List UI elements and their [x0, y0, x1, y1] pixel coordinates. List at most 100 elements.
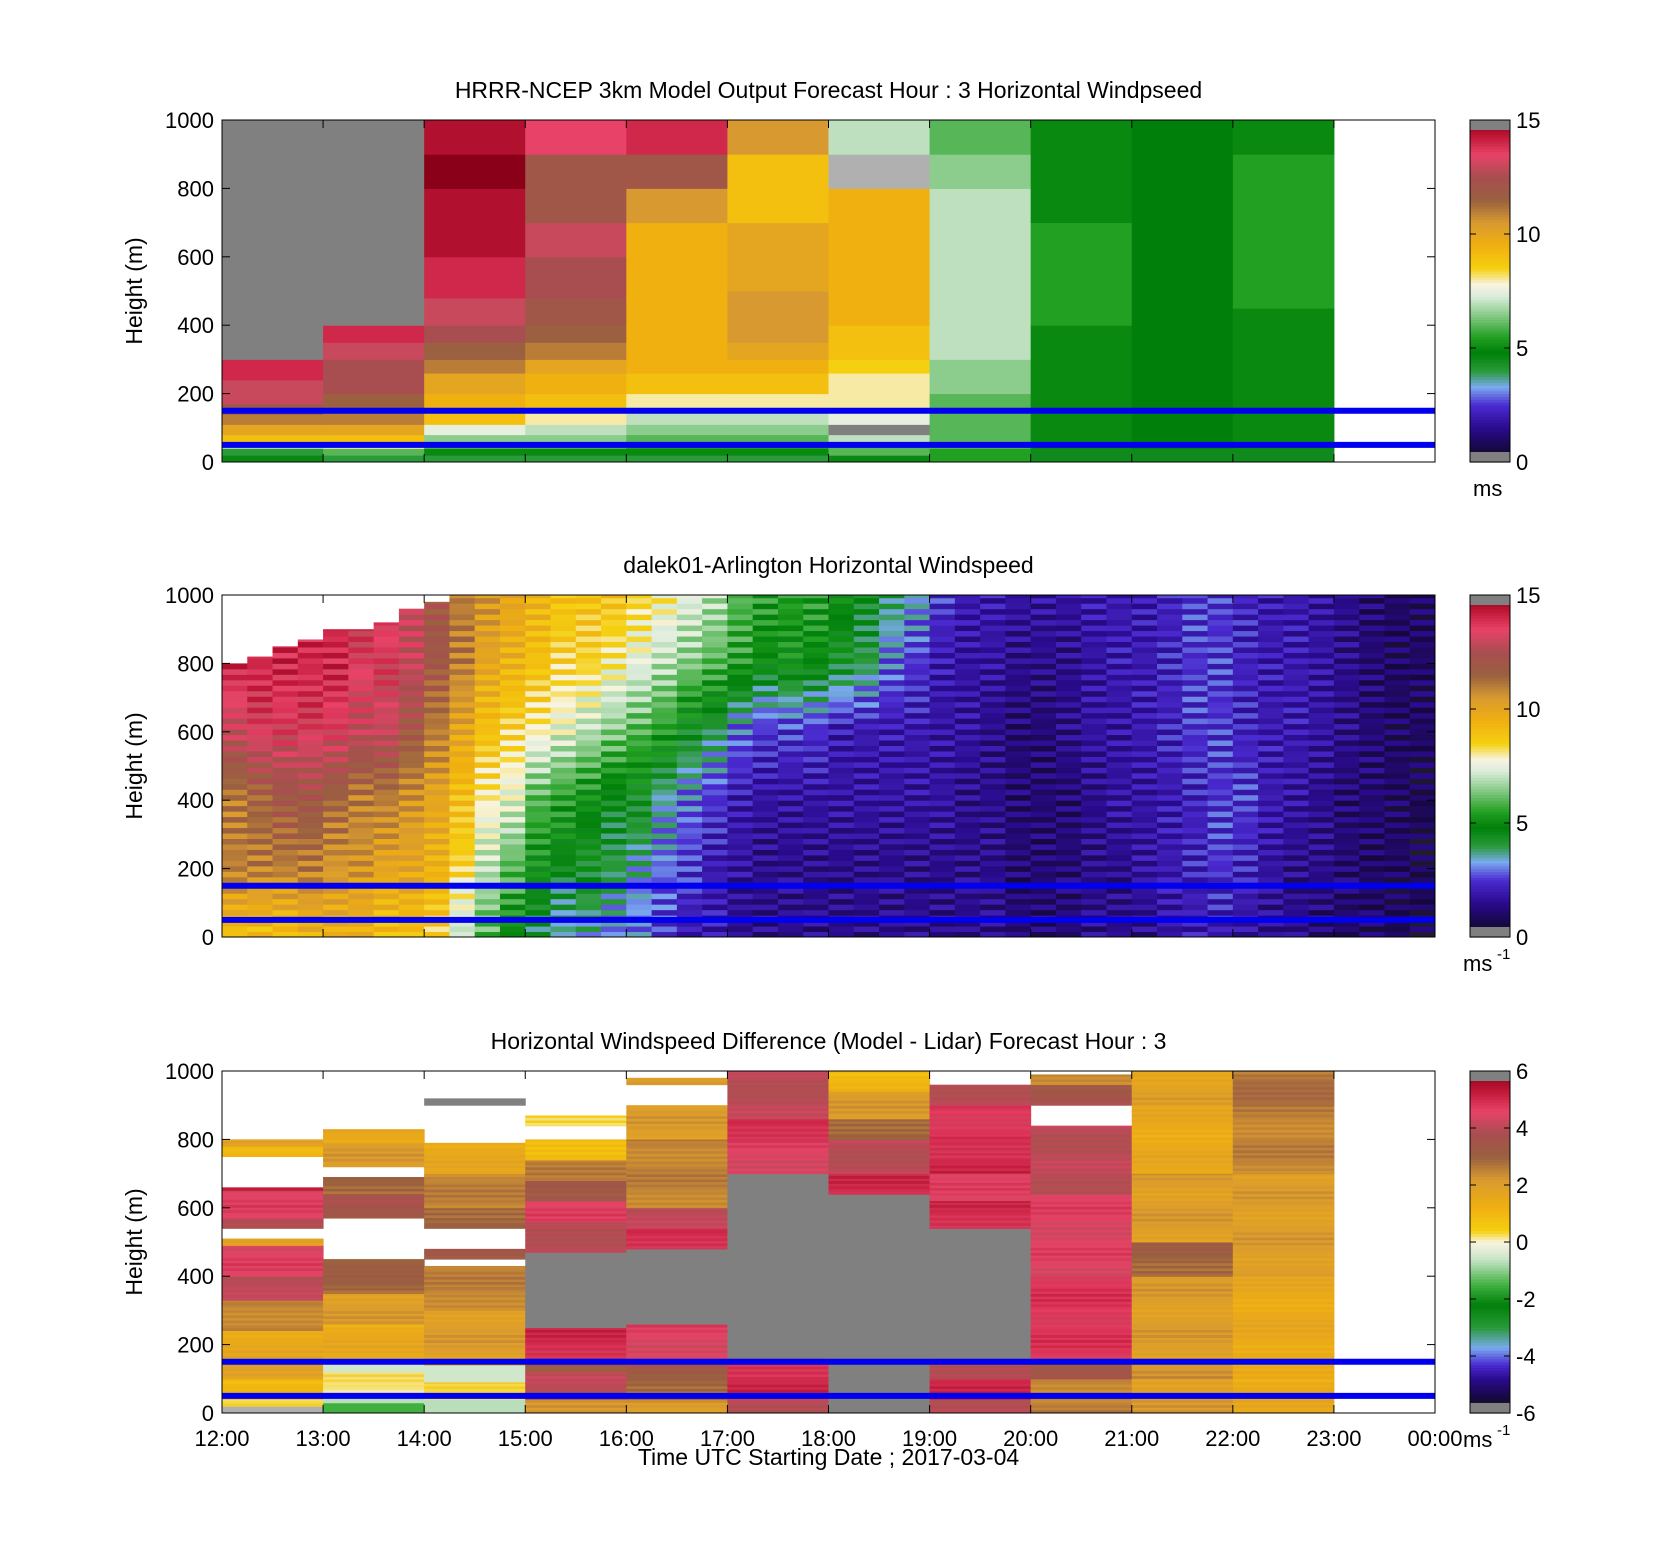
- heatmap-cell: [676, 898, 703, 905]
- heatmap-cell: [626, 931, 653, 937]
- heatmap-cell: [1030, 898, 1057, 905]
- heatmap-cell: [1055, 641, 1082, 648]
- heatmap-cell: [525, 603, 552, 610]
- heatmap-cell: [424, 1248, 526, 1260]
- heatmap-cell: [348, 800, 375, 807]
- y-tick-label: 200: [177, 382, 214, 407]
- heatmap-cell: [904, 871, 931, 878]
- heatmap-cell: [1359, 920, 1385, 927]
- heatmap-cell: [601, 794, 627, 801]
- heatmap-cell: [323, 898, 349, 905]
- heatmap-cell: [803, 756, 829, 763]
- heatmap-cell: [676, 701, 703, 708]
- heatmap-cell: [1055, 674, 1082, 681]
- heatmap-cell: [222, 1399, 324, 1407]
- heatmap-cell: [1333, 701, 1360, 708]
- heatmap-cell: [853, 778, 880, 785]
- heatmap-cell: [222, 805, 248, 812]
- heatmap-cell: [676, 920, 703, 927]
- heatmap-band: [424, 1276, 526, 1280]
- heatmap-cell: [1258, 920, 1284, 927]
- heatmap-cell: [853, 668, 880, 675]
- heatmap-cell: [601, 805, 627, 812]
- heatmap-cell: [222, 767, 248, 774]
- heatmap-cell: [727, 393, 829, 412]
- heatmap-cell: [879, 849, 905, 856]
- heatmap-cell: [1106, 663, 1133, 670]
- heatmap-cell: [879, 843, 905, 850]
- heatmap-cell: [676, 833, 703, 840]
- heatmap-cell: [777, 871, 804, 878]
- heatmap-cell: [904, 636, 931, 643]
- heatmap-cell: [954, 811, 981, 818]
- heatmap-cell: [1106, 849, 1133, 856]
- heatmap-band: [929, 1105, 1031, 1109]
- heatmap-cell: [1157, 811, 1183, 818]
- heatmap-cell: [879, 597, 905, 604]
- heatmap-cell: [1106, 876, 1133, 883]
- heatmap-cell: [1182, 625, 1209, 632]
- heatmap-cell: [1131, 761, 1158, 768]
- heatmap-cell: [1207, 707, 1234, 714]
- heatmap-cell: [1157, 652, 1183, 659]
- heatmap-cell: [752, 696, 779, 703]
- heatmap-band: [323, 1194, 425, 1198]
- heatmap-cell: [323, 909, 349, 916]
- heatmap-cell: [1182, 690, 1209, 697]
- heatmap-cell: [1258, 761, 1284, 768]
- heatmap-cell: [1131, 778, 1158, 785]
- heatmap-band: [1131, 1087, 1233, 1090]
- heatmap-cell: [651, 865, 678, 872]
- heatmap-cell: [323, 745, 349, 752]
- heatmap-cell: [727, 833, 754, 840]
- heatmap-cell: [1207, 816, 1234, 823]
- heatmap-cell: [449, 641, 476, 648]
- heatmap-cell: [373, 860, 400, 867]
- heatmap-cell: [1030, 805, 1057, 812]
- heatmap-band: [929, 1097, 1031, 1101]
- heatmap-cell: [727, 434, 829, 442]
- heatmap-cell: [727, 679, 754, 686]
- heatmap-cell: [1359, 701, 1385, 708]
- heatmap-cell: [1308, 646, 1335, 653]
- heatmap-cell: [1283, 690, 1310, 697]
- heatmap-cell: [373, 865, 400, 872]
- heatmap-cell: [803, 854, 829, 861]
- heatmap-cell: [449, 811, 476, 818]
- heatmap-cell: [777, 690, 804, 697]
- heatmap-cell: [879, 816, 905, 823]
- heatmap-cell: [525, 1221, 627, 1253]
- heatmap-band: [424, 1345, 526, 1349]
- heatmap-cell: [626, 893, 653, 900]
- heatmap-cell: [1005, 854, 1032, 861]
- heatmap-cell: [1308, 690, 1335, 697]
- heatmap-band: [626, 1194, 728, 1198]
- heatmap-cell: [1005, 723, 1032, 730]
- heatmap-cell: [550, 696, 577, 703]
- heatmap-cell: [1106, 931, 1133, 937]
- heatmap-cell: [929, 154, 1032, 189]
- heatmap-cell: [525, 871, 552, 878]
- heatmap-cell: [1030, 663, 1057, 670]
- heatmap-cell: [373, 898, 400, 905]
- heatmap-cell: [1055, 657, 1082, 664]
- heatmap-cell: [575, 652, 602, 659]
- heatmap-cell: [525, 756, 552, 763]
- heatmap-cell: [373, 827, 400, 834]
- heatmap-cell: [1055, 679, 1082, 686]
- heatmap-cell: [297, 712, 324, 719]
- heatmap-cell: [1232, 646, 1259, 653]
- heatmap-cell: [1055, 625, 1082, 632]
- heatmap-cell: [1207, 663, 1234, 670]
- heatmap-cell: [1308, 865, 1335, 872]
- heatmap-cell: [1106, 887, 1133, 894]
- heatmap-cell: [297, 756, 324, 763]
- heatmap-cell: [449, 854, 476, 861]
- heatmap-cell: [853, 625, 880, 632]
- heatmap-cell: [1131, 887, 1158, 894]
- heatmap-cell: [1207, 811, 1234, 818]
- heatmap-cell: [1182, 789, 1209, 796]
- heatmap-cell: [550, 679, 577, 686]
- heatmap-cell: [398, 860, 425, 867]
- heatmap-band: [525, 1229, 627, 1232]
